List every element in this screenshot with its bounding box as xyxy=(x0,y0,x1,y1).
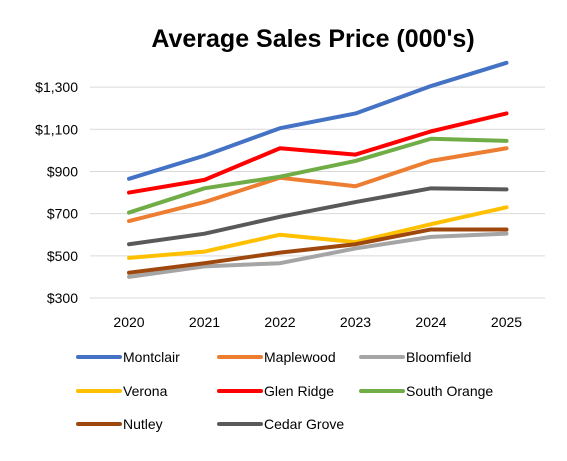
y-tick-label: $700 xyxy=(47,206,78,222)
x-tick-label: 2025 xyxy=(491,314,522,330)
y-tick-label: $500 xyxy=(47,248,78,264)
y-tick-label: $900 xyxy=(47,163,78,179)
series-line-glen-ridge xyxy=(127,111,509,195)
x-tick-label: 2022 xyxy=(264,314,295,330)
chart-title: Average Sales Price (000's) xyxy=(151,25,474,53)
series-line-verona xyxy=(127,205,509,260)
legend-label: South Orange xyxy=(406,383,493,399)
legend-item-montclair: Montclair xyxy=(76,349,180,365)
legend-label: Bloomfield xyxy=(406,349,471,365)
legend-item-maplewood: Maplewood xyxy=(217,349,336,365)
legend-item-nutley: Nutley xyxy=(76,416,163,432)
y-tick-label: $1,100 xyxy=(35,121,78,137)
legend-label: Maplewood xyxy=(264,349,336,365)
x-tick-label: 2021 xyxy=(189,314,220,330)
series-line-bloomfield xyxy=(127,231,509,279)
legend-item-cedar-grove: Cedar Grove xyxy=(217,416,344,432)
legend: Montclair Maplewood Bloomfield Verona Glen R… xyxy=(76,349,493,432)
series-line-nutley xyxy=(127,227,509,275)
series-line-cedar-grove xyxy=(127,186,509,247)
series-line-montclair xyxy=(127,60,509,181)
x-tick-label: 2020 xyxy=(113,314,144,330)
legend-label: Nutley xyxy=(123,416,163,432)
legend-label: Montclair xyxy=(123,349,180,365)
legend-label: Glen Ridge xyxy=(264,383,334,399)
series-lines xyxy=(127,60,509,279)
legend-item-verona: Verona xyxy=(76,383,168,399)
series-line-maplewood xyxy=(127,146,509,224)
x-tick-label: 2023 xyxy=(340,314,371,330)
y-tick-label: $1,300 xyxy=(35,79,78,95)
legend-item-glen-ridge: Glen Ridge xyxy=(217,383,334,399)
x-tick-label: 2024 xyxy=(415,314,446,330)
y-tick-label: $300 xyxy=(47,290,78,306)
y-axis-tick-labels: $300 $500 $700 $900 $1,100 $1,300 xyxy=(35,79,78,306)
x-axis-tick-labels: 2020 2021 2022 2023 2024 2025 xyxy=(113,314,522,330)
legend-item-bloomfield: Bloomfield xyxy=(359,349,471,365)
legend-item-south-orange: South Orange xyxy=(359,383,493,399)
legend-label: Cedar Grove xyxy=(264,416,344,432)
legend-label: Verona xyxy=(123,383,168,399)
series-line-south-orange xyxy=(127,136,509,215)
